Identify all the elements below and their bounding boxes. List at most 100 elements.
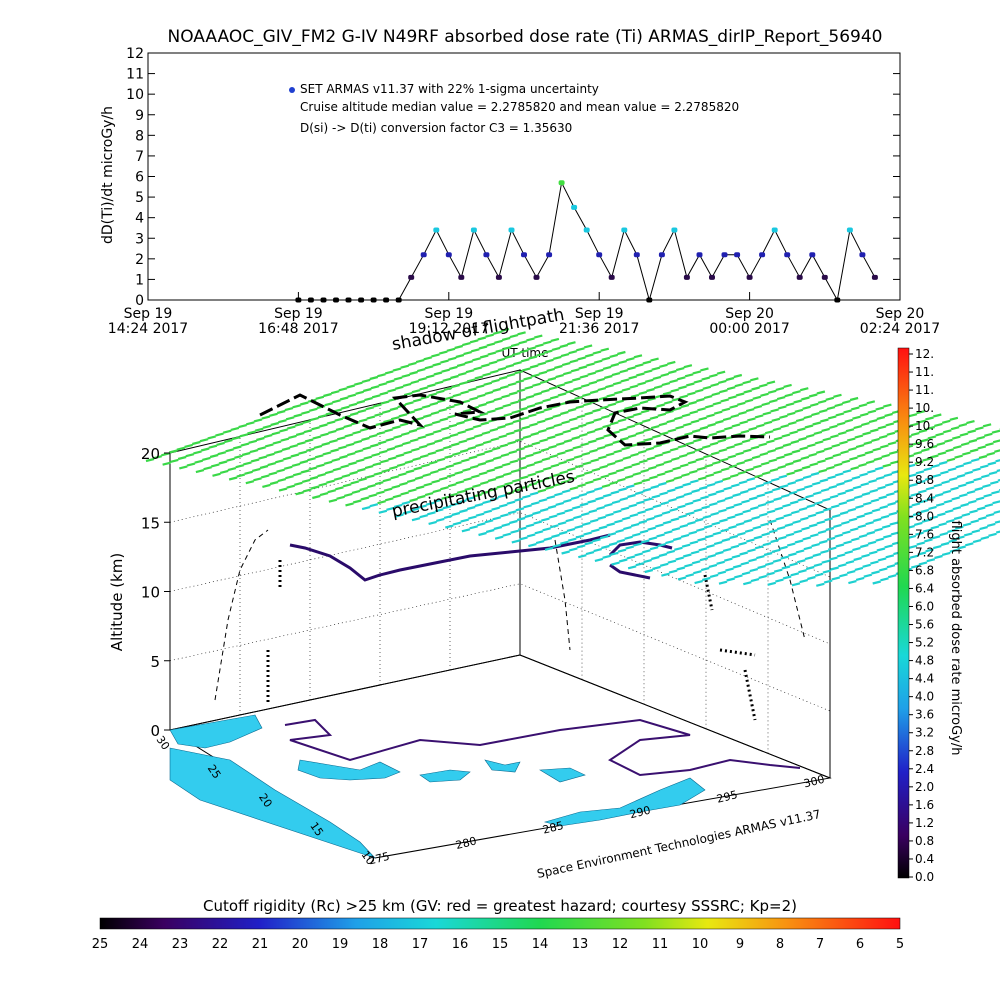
particle-dash — [492, 387, 501, 393]
particle-dash — [403, 392, 413, 397]
particle-dash — [749, 568, 759, 573]
particle-dash — [510, 400, 519, 405]
particle-dash — [842, 530, 851, 535]
particle-dash — [610, 421, 619, 426]
particle-dash — [509, 459, 519, 464]
particle-dash — [853, 556, 862, 562]
particle-dash — [686, 382, 695, 387]
particle-dash — [865, 521, 874, 526]
particle-dash — [877, 425, 887, 430]
particle-dash — [831, 576, 841, 581]
particle-dash — [851, 475, 861, 480]
particle-dash — [436, 389, 445, 394]
particle-dash — [376, 490, 385, 495]
particle-dash — [639, 459, 648, 464]
particle-dash — [939, 532, 949, 537]
particle-dash — [684, 563, 693, 568]
particle-dash — [543, 407, 553, 412]
particle-dash — [963, 532, 973, 537]
particle-dash — [424, 492, 434, 497]
dose-colorbar-tick-label: 6.8 — [915, 563, 934, 577]
longitude-tick-label: 275 — [367, 850, 391, 868]
particle-dash — [494, 406, 504, 411]
particle-dash — [726, 386, 736, 391]
rigidity-colorbar-label: Cutoff rigidity (Rc) >25 km (GV: red = g… — [203, 897, 797, 915]
particle-dash — [503, 412, 513, 417]
particle-dash — [705, 534, 714, 539]
particle-dash — [918, 489, 927, 494]
particle-dash — [430, 470, 439, 475]
particle-dash — [380, 400, 390, 405]
particle-dash — [992, 439, 1000, 444]
particle-dash — [287, 425, 296, 430]
particle-dash — [653, 513, 663, 518]
particle-dash — [800, 387, 809, 392]
particle-dash — [926, 558, 936, 563]
particle-dash — [431, 420, 441, 425]
particle-dash — [661, 510, 671, 515]
dose-rate-point — [358, 297, 365, 303]
particle-dash — [614, 519, 623, 524]
particle-dash — [941, 419, 951, 424]
particle-dash — [863, 573, 873, 578]
particle-dash — [871, 570, 880, 575]
particle-dash — [507, 382, 517, 387]
particle-dash — [573, 454, 583, 459]
particle-dash — [987, 522, 996, 527]
particle-dash — [737, 401, 746, 406]
particle-dash — [505, 491, 515, 496]
rigidity-colorbar-tick-label: 13 — [572, 937, 589, 952]
particle-dash — [873, 456, 883, 462]
particle-dash — [811, 543, 820, 548]
particle-dash — [743, 581, 752, 586]
particle-dash — [554, 364, 563, 370]
particle-dash — [636, 500, 645, 505]
particle-dash — [823, 507, 832, 512]
particle-dash — [717, 570, 727, 575]
particle-dash — [500, 513, 509, 518]
particle-dash — [636, 372, 645, 377]
particle-dash — [660, 501, 670, 506]
particle-dash — [842, 469, 852, 474]
particle-dash — [349, 411, 359, 417]
particle-dash — [458, 499, 467, 504]
particle-dash — [611, 500, 621, 505]
particle-dash — [366, 474, 375, 479]
particle-dash — [429, 401, 439, 406]
particle-dash — [712, 401, 722, 406]
dose-rate-point — [295, 297, 302, 303]
particle-dash — [820, 549, 829, 554]
particle-dash — [712, 531, 722, 536]
particle-dash — [771, 548, 781, 553]
particle-dash — [561, 362, 571, 367]
particle-dash — [378, 382, 387, 387]
particle-dash — [567, 407, 577, 413]
particle-dash — [285, 475, 294, 480]
particle-dash — [982, 423, 992, 428]
dose-rate-point — [333, 297, 339, 303]
particle-dash — [798, 569, 807, 574]
particle-dash — [700, 367, 709, 372]
particle-dash — [785, 532, 795, 537]
particle-dash — [976, 506, 986, 511]
particle-dash — [195, 469, 205, 474]
dose-colorbar-tick-label: 5.2 — [915, 636, 934, 650]
particle-dash — [584, 541, 594, 546]
particle-dash — [329, 439, 338, 444]
particle-dash — [846, 570, 856, 575]
particle-dash — [534, 460, 543, 465]
particle-dash — [493, 456, 502, 461]
particle-dash — [462, 467, 471, 472]
particle-dash — [400, 364, 409, 369]
dose-rate-point — [809, 252, 816, 258]
particle-dash — [537, 361, 547, 366]
particle-dash — [303, 429, 313, 434]
particle-dash — [701, 505, 710, 510]
particle-dash — [751, 386, 760, 391]
particle-dash — [259, 464, 269, 470]
particle-dash — [294, 422, 304, 427]
particle-dash — [578, 492, 588, 497]
particle-dash — [450, 502, 459, 507]
particle-dash — [816, 390, 826, 395]
particle-dash — [991, 490, 1000, 495]
